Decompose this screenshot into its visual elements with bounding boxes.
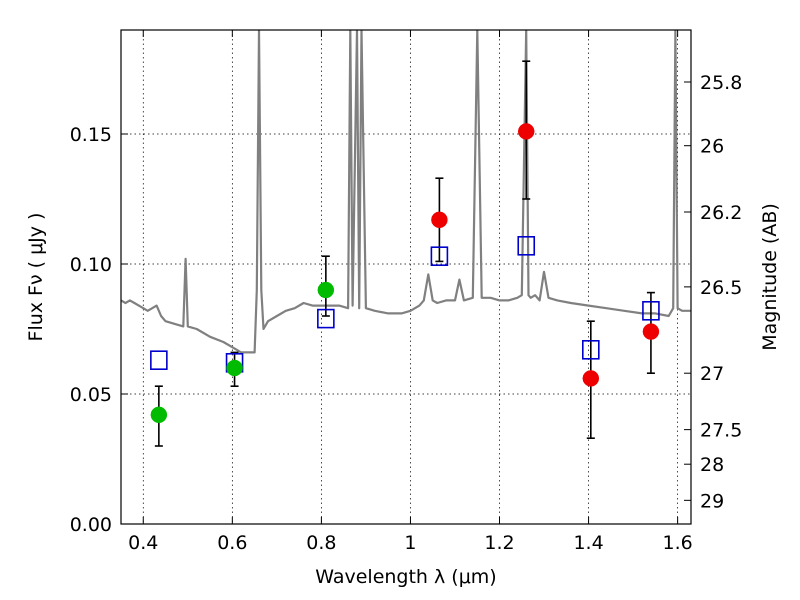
model-square-marker bbox=[317, 308, 335, 329]
y-tick-label: 0.10 bbox=[70, 254, 112, 276]
x-tick-label: 1 bbox=[404, 532, 416, 554]
y2-tick-label: 28 bbox=[700, 454, 724, 476]
observed-point-marker bbox=[642, 323, 660, 340]
y-tick-label: 0.05 bbox=[70, 384, 112, 406]
model-square-marker bbox=[642, 300, 660, 321]
observed-point-marker bbox=[150, 406, 168, 424]
observed-point-marker bbox=[431, 211, 448, 229]
model-square-marker bbox=[517, 236, 536, 256]
y2-tick-label: 27 bbox=[700, 363, 724, 385]
y2-tick-label: 27.5 bbox=[700, 420, 742, 442]
y-tick-label: 0.15 bbox=[70, 124, 112, 146]
observed-point-marker bbox=[517, 123, 535, 140]
spectrum-layer bbox=[121, 30, 691, 354]
plot-area bbox=[121, 30, 691, 447]
x-axis-title: Wavelength λ (μm) bbox=[315, 566, 496, 588]
y2-tick-label: 26 bbox=[700, 136, 724, 158]
spectrum-line bbox=[121, 30, 691, 354]
tick-labels: 0.4 0.6 0.8 1 1.2 1.4 1.6 0.00 0.05 0.10 0.15 25.8 2… bbox=[70, 72, 743, 554]
ticks bbox=[121, 30, 691, 525]
plot-frame bbox=[120, 29, 692, 525]
marker-layer bbox=[150, 123, 660, 424]
y2-tick-label: 25.8 bbox=[700, 72, 742, 94]
observed-point-marker bbox=[226, 359, 243, 377]
y2-axis-title: Magnitude (AB) bbox=[759, 203, 781, 351]
x-tick-label: 0.6 bbox=[217, 532, 247, 554]
observed-point-marker bbox=[582, 370, 600, 387]
y-tick-label: 0.00 bbox=[70, 514, 112, 536]
y2-tick-label: 26.5 bbox=[700, 277, 742, 299]
x-tick-label: 1.2 bbox=[484, 532, 514, 554]
y2-tick-label: 29 bbox=[700, 490, 724, 512]
model-square-marker bbox=[430, 246, 449, 266]
x-tick-label: 0.4 bbox=[128, 532, 158, 554]
x-tick-label: 0.8 bbox=[306, 532, 336, 554]
y-axis-title: Flux Fν ( μJy ) bbox=[25, 213, 47, 342]
model-square-marker bbox=[582, 339, 600, 360]
observed-point-marker bbox=[317, 281, 335, 299]
x-tick-label: 1.4 bbox=[573, 532, 603, 554]
x-tick-label: 1.6 bbox=[663, 532, 693, 554]
model-square-marker bbox=[150, 350, 168, 371]
y2-tick-label: 26.2 bbox=[700, 202, 742, 224]
